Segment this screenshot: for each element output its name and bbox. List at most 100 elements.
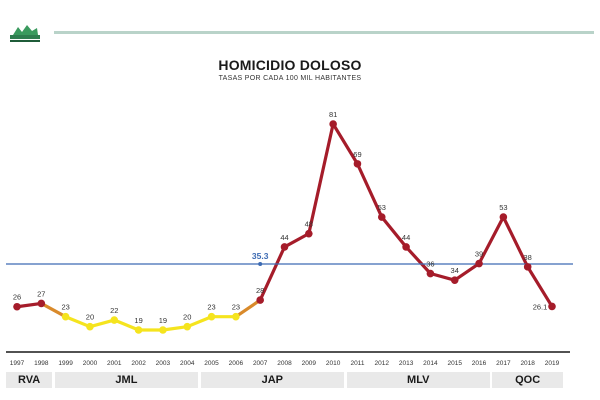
data-label: 26 [13, 293, 21, 302]
data-point [548, 302, 556, 311]
data-point [305, 229, 313, 238]
period-label: JML [54, 372, 199, 388]
series-segment [526, 265, 554, 309]
series-segment [307, 122, 335, 236]
data-point [13, 302, 21, 311]
data-point [37, 299, 46, 308]
x-tick-label: 2013 [399, 360, 414, 367]
data-label: 22 [110, 306, 118, 315]
series-segment [88, 318, 116, 329]
series-segment [282, 232, 311, 249]
series-segment [453, 261, 481, 282]
data-label: 20 [183, 313, 191, 322]
data-point [159, 326, 167, 334]
logo-icon [8, 22, 42, 44]
x-tick-label: 2009 [302, 360, 317, 367]
series-segment [331, 122, 360, 166]
chart-title: HOMICIDIO DOLOSO [218, 57, 362, 73]
x-tick-label: 2019 [545, 360, 560, 367]
chart-subtitle: TASAS POR CADA 100 MIL HABITANTES [218, 75, 362, 82]
series-segment [39, 301, 68, 319]
series-segment [355, 162, 384, 219]
reference-label: 35.3 [252, 251, 269, 261]
x-tick-label: 2005 [204, 360, 219, 367]
data-label: 48 [305, 220, 313, 229]
period-label: JAP [200, 372, 345, 388]
data-point [280, 243, 289, 251]
x-tick-label: 2016 [472, 360, 487, 367]
data-label: 34 [451, 266, 459, 275]
data-label: 26.1 [533, 302, 548, 311]
x-tick-label: 2002 [131, 360, 146, 367]
data-point [61, 312, 70, 321]
x-tick-label: 2015 [447, 360, 462, 367]
data-point [402, 243, 410, 251]
series-segment [112, 318, 141, 332]
x-tick-label: 2006 [229, 360, 244, 367]
x-tick-label: 2001 [107, 360, 122, 367]
period-label: RVA [6, 372, 53, 388]
series-segment [477, 215, 505, 266]
data-point [523, 263, 532, 271]
data-label: 23 [232, 303, 240, 312]
x-tick-label: 2010 [326, 360, 341, 367]
data-point [256, 296, 264, 304]
data-label: 23 [61, 303, 69, 312]
header-rule [54, 31, 594, 34]
data-label: 81 [329, 110, 337, 119]
data-point [353, 160, 362, 168]
data-label: 44 [280, 233, 288, 242]
x-tick-label: 2018 [520, 360, 535, 367]
data-label: 53 [378, 203, 386, 212]
data-point [183, 322, 192, 331]
data-label: 69 [353, 150, 361, 159]
data-label: 20 [86, 313, 94, 322]
series-segment [185, 315, 214, 329]
data-point [86, 322, 94, 331]
data-label: 53 [499, 203, 507, 212]
x-tick-label: 2012 [375, 360, 390, 367]
series-segment [501, 215, 530, 269]
x-tick-label: 2007 [253, 360, 268, 367]
period-label: MLV [346, 372, 490, 388]
x-tick-label: 1999 [58, 360, 73, 367]
data-point [426, 269, 435, 278]
x-tick-label: 2004 [180, 360, 195, 367]
data-label: 23 [207, 303, 215, 312]
data-label: 44 [402, 233, 410, 242]
period-label: QOC [492, 372, 563, 388]
data-point [450, 276, 459, 284]
data-label: 27 [37, 289, 45, 298]
data-point [110, 316, 119, 324]
data-point [329, 120, 337, 128]
x-tick-label: 2003 [156, 360, 171, 367]
data-label: 39 [475, 250, 483, 259]
series-segment [380, 215, 408, 249]
series-segment [64, 315, 92, 329]
data-label: 36 [426, 260, 434, 269]
series-segment [404, 245, 433, 276]
data-point [499, 213, 508, 221]
series-segment [428, 271, 457, 282]
series-segment [15, 301, 43, 309]
x-tick-label: 1997 [10, 360, 25, 367]
data-label: 19 [134, 316, 142, 325]
data-point [207, 312, 216, 321]
x-tick-label: 2008 [277, 360, 292, 367]
reference-marker [258, 262, 263, 266]
data-point [377, 213, 386, 221]
series-segment [258, 245, 287, 302]
x-tick-label: 2017 [496, 360, 511, 367]
data-point [134, 326, 143, 334]
data-label: 38 [524, 253, 532, 262]
data-label: 19 [159, 316, 167, 325]
data-point [232, 312, 240, 321]
x-tick-label: 2011 [350, 360, 364, 367]
data-label: 28 [256, 286, 264, 295]
series-segment [234, 298, 262, 319]
x-tick-label: 2014 [423, 360, 438, 367]
series-segment [161, 325, 189, 332]
x-tick-label: 1998 [34, 360, 49, 367]
data-point [475, 259, 483, 268]
